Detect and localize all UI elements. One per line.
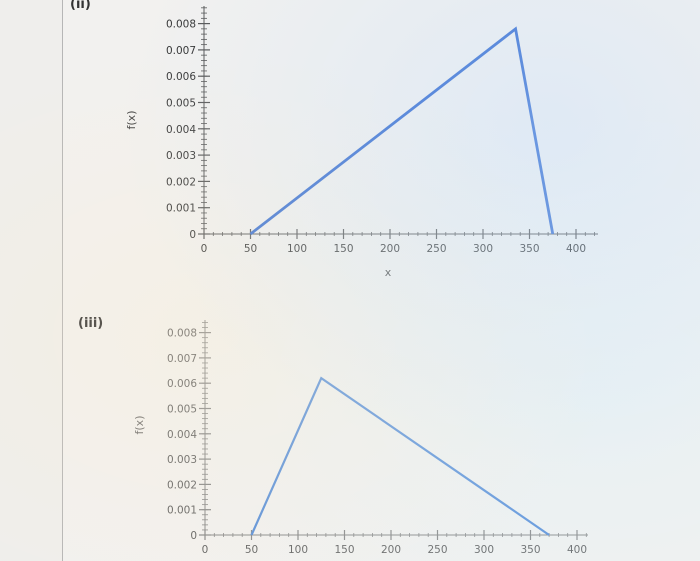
y-tick-label: 0 — [190, 530, 197, 542]
x-tick-label: 200 — [380, 243, 400, 255]
y-tick-label: 0.001 — [166, 203, 196, 215]
series-line — [250, 376, 550, 536]
x-tick-label: 50 — [245, 544, 258, 556]
x-axis-title: x — [385, 266, 392, 279]
y-tick-label: 0.001 — [167, 505, 197, 517]
y-tick-label: 0.007 — [166, 45, 196, 57]
y-axis-title: f(x) — [125, 111, 138, 130]
part-label-iii: (iii) — [78, 316, 104, 331]
x-tick-label: 300 — [474, 544, 494, 556]
part-label-ii: (ii) — [70, 0, 91, 12]
y-tick-label: 0.006 — [167, 378, 197, 390]
x-tick-label: 0 — [202, 544, 209, 556]
y-tick-label: 0.006 — [166, 71, 196, 83]
x-tick-label: 150 — [333, 243, 353, 255]
x-tick-label: 100 — [287, 243, 307, 255]
x-tick-label: 200 — [381, 544, 401, 556]
y-tick-label: 0 — [189, 229, 196, 241]
x-tick-label: 250 — [426, 243, 446, 255]
x-tick-label: 100 — [288, 544, 308, 556]
y-axis-title: f(x) — [133, 416, 146, 435]
x-tick-label: 350 — [519, 243, 539, 255]
y-tick-label: 0.004 — [167, 429, 197, 441]
series-line — [249, 26, 555, 236]
y-tick-label: 0.003 — [167, 454, 197, 466]
x-tick-label: 50 — [244, 243, 257, 255]
left-margin-panel — [0, 0, 63, 561]
x-tick-label: 0 — [201, 243, 208, 255]
y-tick-label: 0.008 — [167, 328, 197, 340]
y-tick-label: 0.005 — [167, 404, 197, 416]
y-tick-label: 0.002 — [166, 176, 196, 188]
y-tick-label: 0.005 — [166, 98, 196, 110]
x-tick-label: 300 — [473, 243, 493, 255]
x-tick-label: 250 — [427, 544, 447, 556]
x-tick-label: 350 — [520, 544, 540, 556]
y-tick-label: 0.002 — [167, 479, 197, 491]
x-tick-label: 150 — [334, 544, 354, 556]
x-tick-label: 400 — [567, 544, 587, 556]
y-tick-label: 0.003 — [166, 150, 196, 162]
y-tick-label: 0.004 — [166, 124, 196, 136]
x-tick-label: 400 — [566, 243, 586, 255]
y-tick-label: 0.008 — [166, 19, 196, 31]
y-tick-label: 0.007 — [167, 353, 197, 365]
